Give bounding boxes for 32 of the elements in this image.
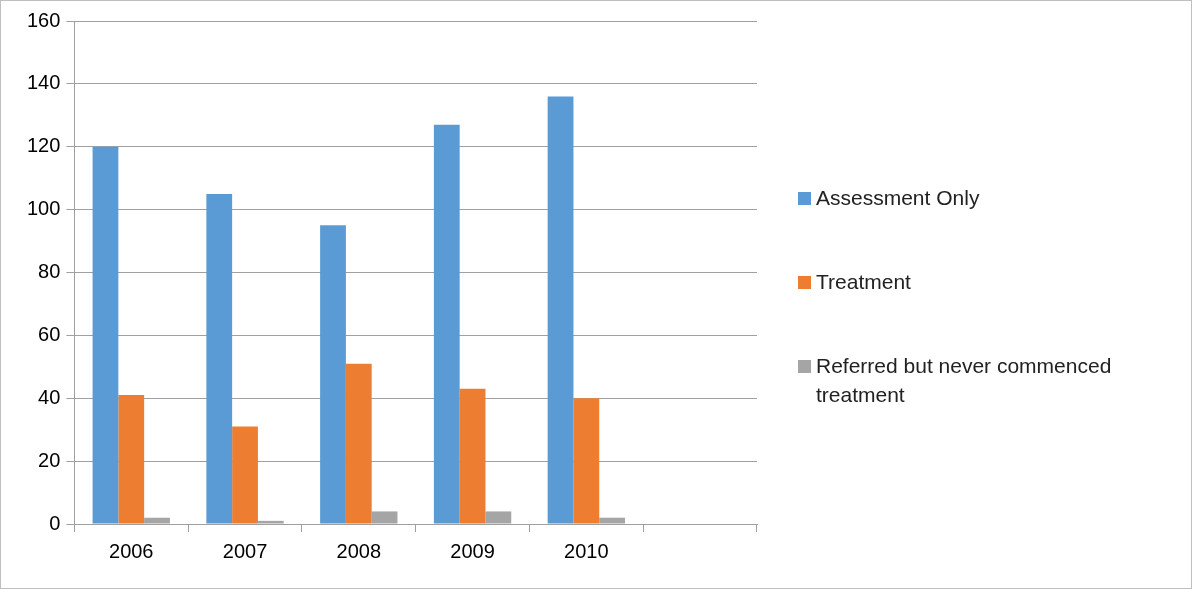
bar [257, 520, 284, 524]
bar [345, 363, 372, 524]
bar [144, 517, 170, 524]
y-tick-label: 120 [26, 134, 61, 157]
legend-label: Referred but never commenced treatment [816, 353, 1113, 408]
bar [573, 398, 600, 524]
bar [433, 124, 460, 524]
legend-label: Treatment [816, 269, 911, 295]
bar [320, 225, 346, 524]
bar [92, 146, 119, 524]
bar [206, 193, 233, 524]
y-tick-label: 140 [26, 71, 61, 94]
bar [232, 426, 258, 524]
y-tick-label: 0 [49, 511, 61, 534]
y-tick-label: 80 [38, 260, 61, 283]
y-tick-label: 100 [26, 197, 61, 220]
x-tick-label: 2007 [222, 539, 268, 562]
x-tick-label: 2010 [564, 539, 609, 562]
bar [371, 511, 398, 524]
y-tick-label: 20 [38, 448, 61, 471]
x-tick-label: 2008 [336, 539, 382, 562]
legend-label: Assessment Only [816, 185, 980, 211]
y-tick-label: 40 [38, 385, 61, 408]
y-tick-label: 60 [38, 322, 61, 345]
bar [599, 517, 626, 524]
x-tick-label: 2009 [450, 539, 495, 562]
y-tick-label: 160 [26, 8, 61, 31]
bar [459, 388, 486, 524]
x-tick-label: 2006 [109, 539, 154, 562]
bar [118, 395, 145, 524]
bar [485, 511, 512, 524]
bar [547, 96, 574, 524]
